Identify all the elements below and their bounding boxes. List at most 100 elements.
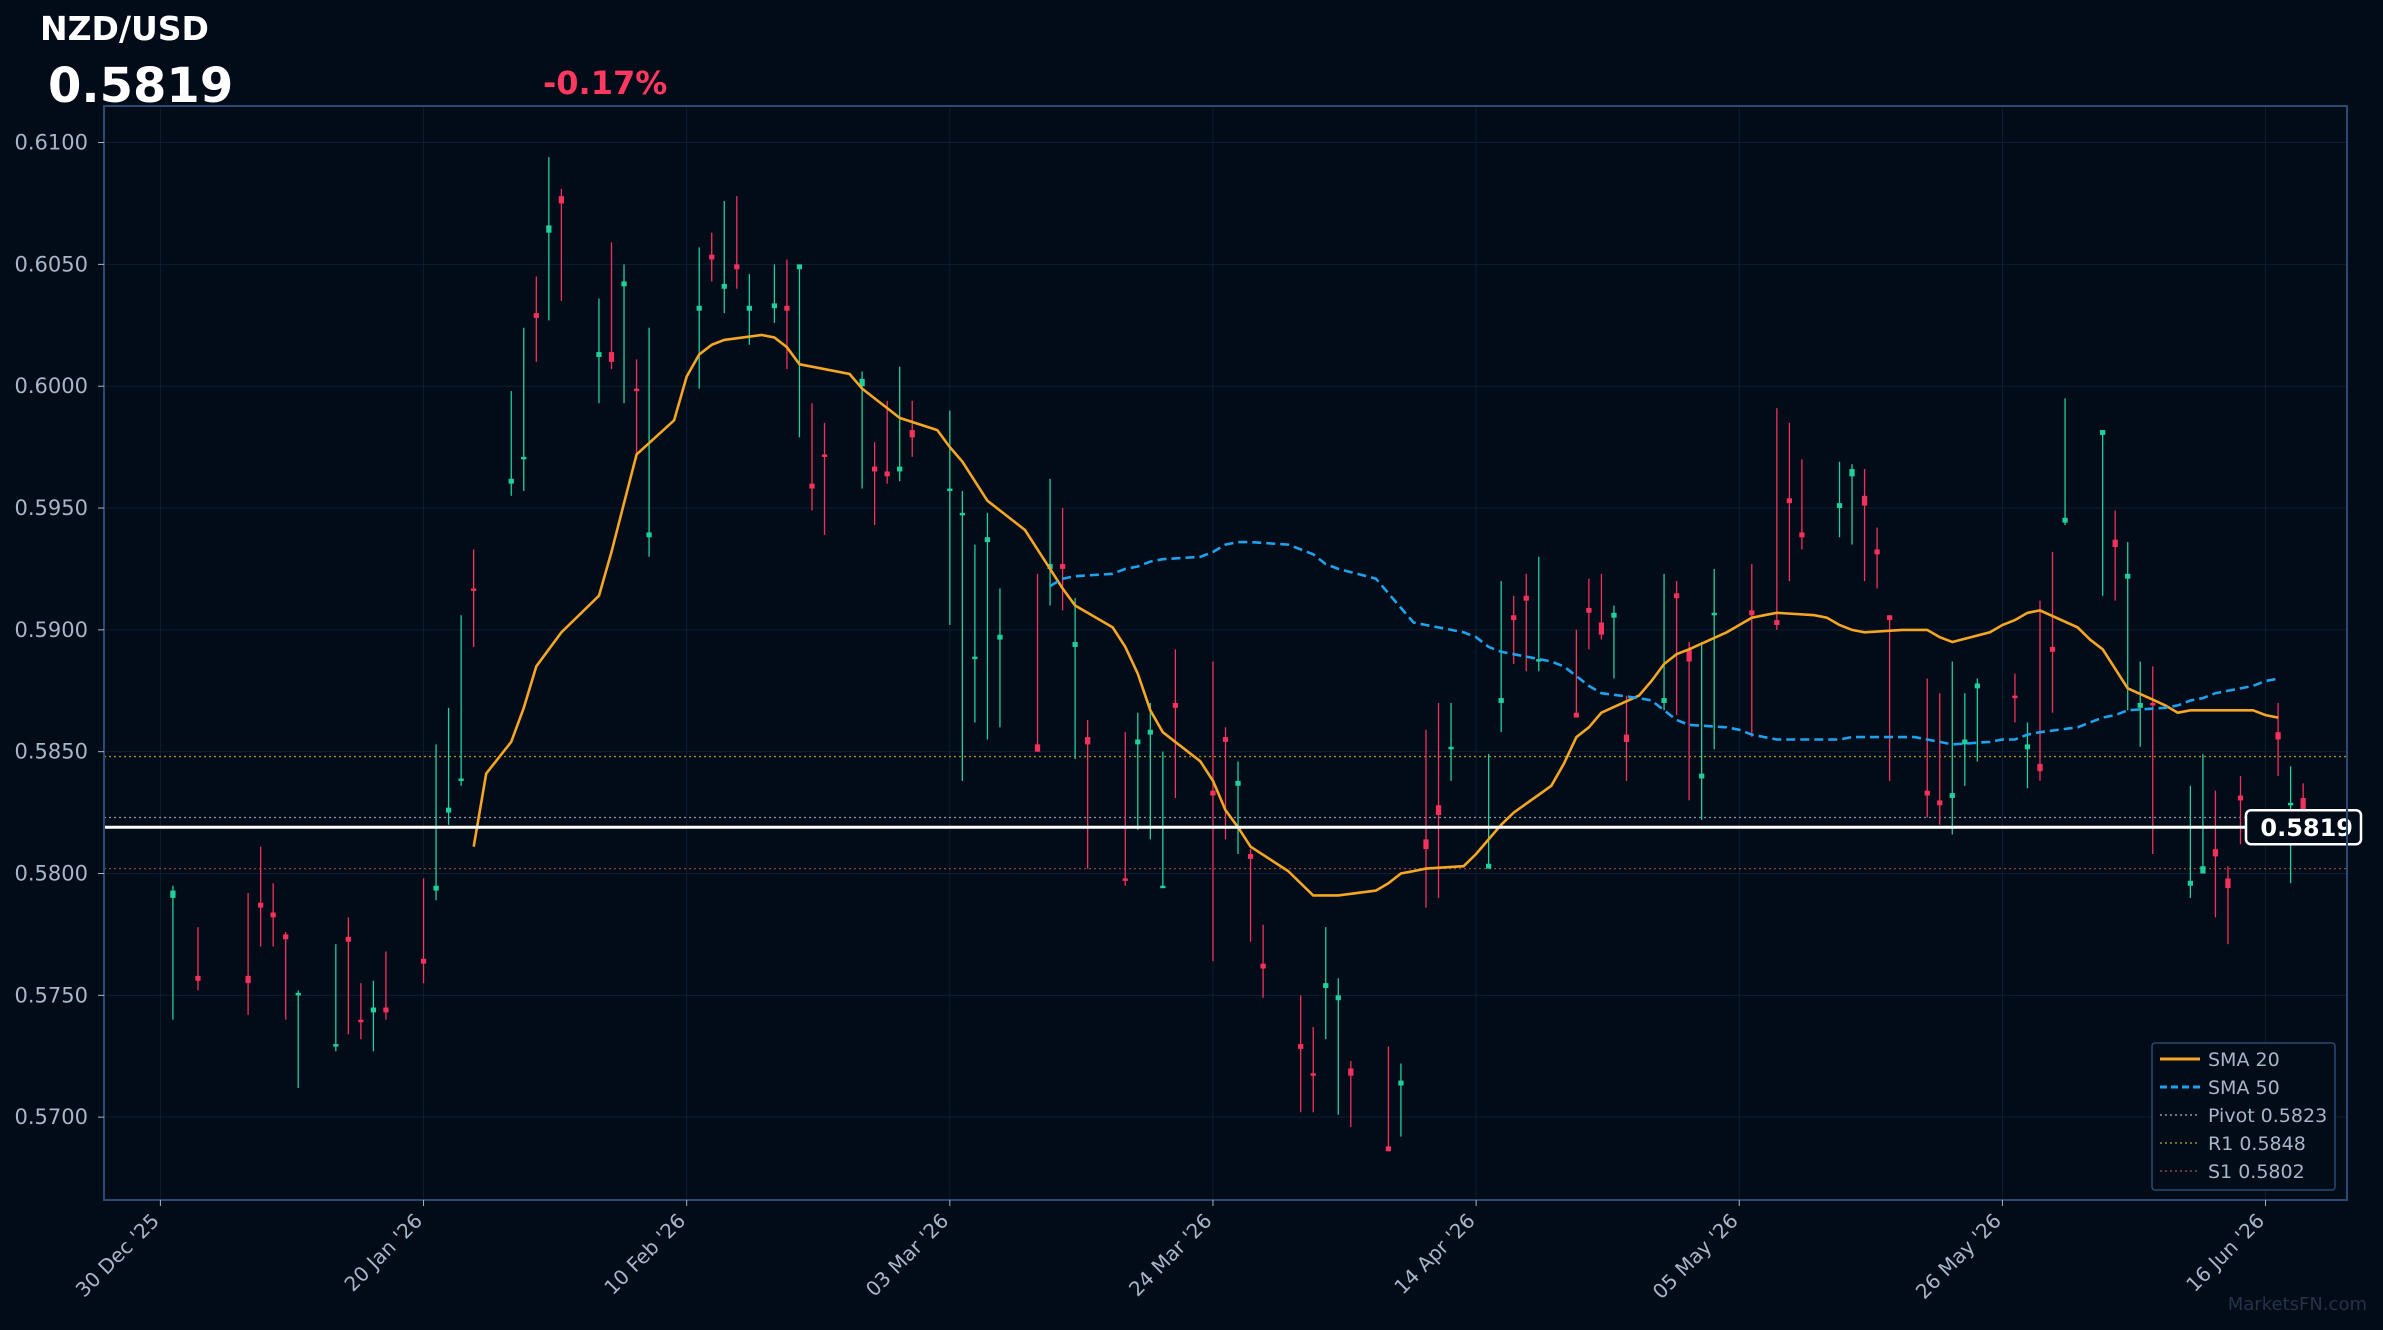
candle-body (295, 992, 301, 996)
candle-body (2037, 763, 2043, 772)
candle-body (1774, 620, 1780, 625)
candle (1799, 459, 1805, 550)
candle (1686, 642, 1692, 801)
candle-body (984, 537, 991, 543)
candle-body (533, 313, 539, 318)
candle-body (1949, 793, 1955, 798)
candle-body (1924, 790, 1930, 796)
candle (1385, 1046, 1392, 1152)
candle-body (809, 483, 815, 489)
candle (2150, 666, 2156, 855)
candle-body (2137, 702, 2143, 708)
candle-body (1247, 854, 1254, 859)
candle-body (1135, 739, 1141, 745)
x-tick-label: 20 Jan '26 (339, 1209, 427, 1297)
legend-box (2151, 1042, 2336, 1191)
candle-body (1172, 702, 1179, 708)
y-tick-label: 0.6050 (15, 252, 88, 276)
candle-body (1536, 659, 1542, 662)
sma50-line (1049, 540, 2279, 746)
candle-body (1160, 885, 1166, 889)
candle-body (696, 305, 702, 311)
last-price-line: 0.5819 (104, 808, 2363, 846)
moving-averages (472, 333, 2279, 897)
candle-body (445, 807, 452, 813)
candle (1348, 1061, 1354, 1127)
candle (796, 264, 803, 438)
candle-body (1786, 498, 1793, 504)
candle (1072, 598, 1078, 759)
candle (2125, 542, 2131, 711)
candle-body (872, 466, 878, 472)
candle-body (596, 352, 602, 357)
candle (997, 588, 1003, 728)
candle (383, 951, 389, 1020)
candle (1222, 727, 1229, 840)
candle (195, 927, 201, 991)
x-tick-label: 16 Jun '26 (2181, 1209, 2269, 1297)
candle (1034, 573, 1041, 752)
candle (1849, 464, 1855, 545)
x-tick-label: 14 Apr '26 (1389, 1209, 1479, 1299)
candle (2237, 776, 2244, 845)
last-price-value: 0.5819 (48, 58, 233, 114)
candle-body (2287, 802, 2294, 806)
candle (2112, 510, 2118, 601)
legend-item: S1 0.5802 (2160, 1161, 2305, 1183)
candle (1298, 995, 1304, 1113)
candle-body (1937, 800, 1943, 806)
y-tick-label: 0.5850 (15, 740, 88, 764)
x-tick-label: 05 May '26 (1648, 1209, 1743, 1304)
candle (821, 422, 828, 535)
candle (1498, 581, 1504, 733)
legend-item: R1 0.5848 (2160, 1133, 2306, 1155)
candle (2225, 866, 2231, 945)
candle (508, 391, 514, 496)
candle-body (521, 456, 527, 460)
candle-body (345, 936, 351, 942)
candle (295, 990, 301, 1088)
y-tick-label: 0.5800 (15, 862, 88, 886)
candle (859, 371, 865, 489)
candle (345, 917, 351, 1035)
candle (1135, 712, 1141, 830)
candle-body (1874, 549, 1880, 555)
candle (784, 259, 790, 370)
candle-body (508, 478, 514, 484)
y-tick-label: 0.5700 (15, 1105, 88, 1129)
candle (734, 196, 740, 289)
candle (1323, 927, 1329, 1040)
candle (420, 878, 427, 984)
candle (2137, 661, 2143, 747)
candle (1122, 732, 1128, 886)
candle-body (2275, 732, 2281, 740)
candle (270, 883, 276, 947)
candle (258, 846, 264, 947)
candle (2212, 790, 2219, 918)
candle-body (2024, 744, 2031, 750)
candle (558, 188, 565, 301)
candle (884, 400, 890, 484)
candle-body (621, 281, 627, 287)
candle-body (1623, 734, 1630, 742)
x-tick-label: 26 May '26 (1911, 1209, 2006, 1304)
candle (1523, 573, 1529, 672)
candle (709, 232, 715, 282)
candle-body (383, 1007, 389, 1013)
candle-body (1699, 773, 1705, 779)
candle-body (1598, 622, 1605, 635)
candle-body (721, 283, 727, 289)
y-axis-ticks: 0.5700 0.5750 0.5800 0.5850 0.5900 0.5950 0.60… (15, 131, 104, 1129)
candle (771, 264, 778, 323)
candle (533, 276, 539, 362)
candle-body (546, 225, 552, 233)
legend-label: SMA 20 (2208, 1049, 2280, 1071)
candle-body (1962, 739, 1968, 745)
candle-body (1448, 746, 1454, 750)
candle-body (1836, 503, 1843, 509)
candle (1924, 678, 1930, 818)
candle-body (245, 975, 251, 984)
candle-body (784, 305, 790, 311)
y-tick-label: 0.6100 (15, 131, 88, 155)
candle-body (1573, 712, 1579, 718)
